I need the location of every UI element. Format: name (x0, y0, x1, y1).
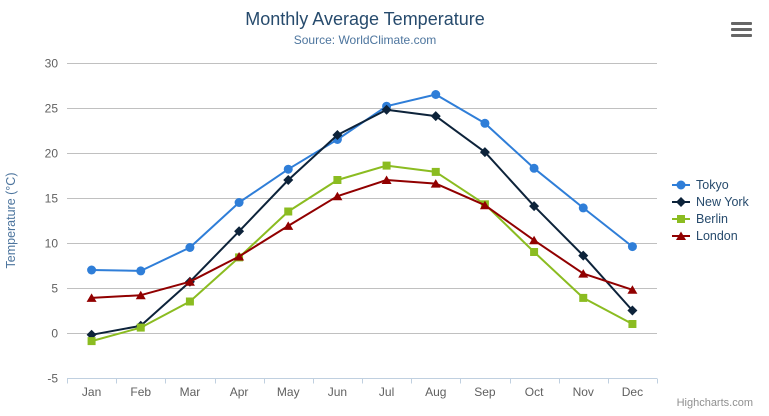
x-axis-tick-label: May (277, 385, 300, 399)
chart-title: Monthly Average Temperature (245, 9, 485, 29)
series-london (86, 175, 638, 302)
y-axis-tick-label: 15 (45, 192, 59, 206)
data-point-london[interactable] (184, 277, 195, 286)
data-point-london[interactable] (283, 221, 294, 230)
hamburger-icon (731, 21, 752, 25)
data-point-tokyo[interactable] (578, 203, 588, 213)
legend: Tokyo New York Berlin London (671, 176, 749, 244)
legend-item-berlin[interactable]: Berlin (671, 210, 749, 227)
legend-marker-london (676, 231, 686, 240)
data-point-berlin[interactable] (333, 176, 342, 184)
data-point-london[interactable] (529, 235, 540, 245)
legend-item-new-york[interactable]: New York (671, 193, 749, 210)
y-axis-tick-label: 5 (51, 282, 58, 296)
data-point-tokyo[interactable] (136, 266, 146, 276)
legend-label: London (696, 228, 738, 243)
data-point-new-york[interactable] (381, 104, 392, 115)
data-point-tokyo[interactable] (283, 164, 293, 174)
data-point-london[interactable] (135, 290, 146, 300)
series-new-york (86, 104, 638, 340)
data-point-berlin[interactable] (530, 248, 539, 256)
data-point-tokyo[interactable] (480, 118, 490, 128)
data-point-new-york[interactable] (234, 226, 245, 237)
series-line-berlin (90, 164, 634, 343)
y-axis-title: Temperature (°C) (4, 173, 18, 269)
data-point-london[interactable] (86, 293, 97, 302)
x-axis-tick-label: Oct (525, 385, 544, 399)
data-point-tokyo[interactable] (431, 90, 441, 99)
hamburger-icon (731, 27, 752, 31)
data-point-london[interactable] (332, 191, 343, 201)
credits-link[interactable]: Highcharts.com (676, 397, 753, 409)
data-point-new-york[interactable] (332, 130, 343, 140)
data-point-berlin[interactable] (185, 297, 194, 306)
series-line-tokyo (90, 93, 634, 272)
data-point-tokyo[interactable] (234, 198, 244, 207)
x-axis-tick-label: Dec (622, 385, 643, 399)
data-point-new-york[interactable] (430, 111, 441, 122)
legend-symbol-square-icon (672, 214, 690, 223)
data-point-new-york[interactable] (627, 305, 638, 316)
x-axis-tick-label: Nov (573, 385, 594, 399)
data-point-london[interactable] (578, 269, 589, 278)
series-line-new-york (90, 108, 634, 336)
data-point-new-york[interactable] (578, 250, 589, 261)
data-point-berlin[interactable] (431, 167, 440, 176)
data-point-london[interactable] (479, 200, 490, 210)
x-axis-tick-label: Jul (379, 385, 394, 399)
legend-label: Berlin (696, 211, 728, 226)
chart-subtitle: Source: WorldClimate.com (293, 33, 437, 47)
legend-symbol-circle-icon (672, 180, 690, 189)
data-point-new-york[interactable] (283, 175, 294, 185)
data-point-new-york[interactable] (529, 201, 540, 212)
data-point-berlin[interactable] (628, 320, 637, 328)
y-axis-tick-label: -5 (47, 372, 58, 386)
series-line-london (90, 179, 634, 299)
data-point-tokyo[interactable] (529, 163, 539, 173)
y-axis-tick-label: 25 (45, 102, 59, 116)
y-axis-tick-label: 30 (45, 57, 59, 71)
x-axis-tick-label: Jun (328, 385, 347, 399)
legend-symbol-diamond-icon (672, 196, 690, 207)
y-axis-tick-label: 20 (45, 147, 59, 161)
x-axis-tick-label: Sep (474, 385, 496, 399)
legend-marker-berlin (677, 214, 685, 223)
legend-marker-tokyo (676, 180, 686, 189)
legend-item-london[interactable]: London (671, 227, 749, 244)
legend-symbol-triangle-icon (672, 231, 690, 240)
legend-item-tokyo[interactable]: Tokyo (671, 176, 749, 193)
export-menu-button[interactable] (727, 18, 756, 40)
y-axis-tick-label: 0 (51, 327, 58, 341)
x-axis-tick-label: Feb (130, 385, 151, 399)
data-point-berlin[interactable] (284, 207, 293, 216)
data-point-berlin[interactable] (382, 161, 391, 170)
data-point-london[interactable] (430, 179, 441, 188)
legend-label: New York (696, 194, 749, 209)
data-point-berlin[interactable] (87, 337, 96, 346)
x-axis-tick-label: Apr (230, 385, 249, 399)
data-point-london[interactable] (381, 175, 392, 185)
x-axis-tick-label: Jan (82, 385, 101, 399)
y-axis-tick-label: 10 (45, 237, 59, 251)
data-point-london[interactable] (627, 285, 638, 294)
x-axis-tick-label: Mar (180, 385, 201, 399)
legend-label: Tokyo (696, 177, 729, 192)
hamburger-icon (731, 33, 752, 37)
data-point-tokyo[interactable] (185, 243, 195, 252)
series-tokyo (87, 90, 637, 276)
legend-marker-new-york (676, 196, 686, 207)
data-point-tokyo[interactable] (627, 242, 637, 252)
data-point-berlin[interactable] (136, 323, 145, 332)
data-point-berlin[interactable] (579, 293, 588, 302)
data-point-tokyo[interactable] (87, 265, 97, 275)
data-point-new-york[interactable] (479, 147, 490, 158)
data-point-london[interactable] (234, 252, 245, 261)
x-axis-tick-label: Aug (425, 385, 446, 399)
